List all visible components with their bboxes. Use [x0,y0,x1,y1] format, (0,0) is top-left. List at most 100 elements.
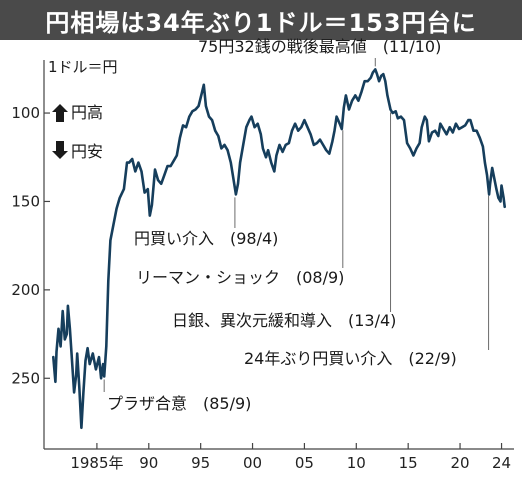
annotation-label: 75円32銭の戦後最高値 (11/10) [198,37,441,56]
arrow-up-icon [52,104,68,122]
data-point [100,377,102,380]
data-point [461,126,464,129]
data-point [442,128,445,130]
data-point [185,126,188,129]
data-point [338,122,341,125]
data-point [229,161,232,164]
data-point [291,129,293,132]
data-point [369,76,372,79]
data-point [160,182,163,185]
data-point [126,161,128,164]
data-point [315,142,318,145]
data-point [331,140,334,143]
data-point [415,147,418,150]
data-point [57,327,60,330]
data-point [478,136,481,139]
x-tick-label: 1985年 [70,454,123,472]
data-point [137,161,140,164]
data-point [363,80,366,83]
data-point [300,126,303,129]
data-point [191,110,194,113]
data-point [265,156,267,159]
data-point [94,368,97,371]
data-point [475,129,478,132]
x-tick-label: 00 [243,454,262,472]
data-point [384,80,387,83]
legend-label-up: 円高 [71,103,103,122]
data-point [469,119,472,122]
data-point [220,147,223,150]
data-point [175,154,178,157]
data-point [425,119,428,122]
data-point [80,426,83,429]
data-point [294,122,296,125]
data-point [423,115,426,118]
data-point [78,386,81,389]
data-point [140,170,143,173]
data-point [202,83,205,86]
data-point [103,375,106,378]
x-tick-label: 05 [295,454,314,472]
data-point [71,359,73,362]
data-point [495,188,498,190]
data-point [345,94,347,97]
data-point [403,119,405,122]
x-tick-label: 10 [347,454,366,472]
data-point [418,142,421,145]
data-point [148,214,151,217]
legend-item-down: 円安 [52,141,103,161]
data-point [380,75,383,77]
annotation-label: 日銀、異次元緩和導入 (13/4) [172,311,396,330]
data-point [378,80,381,83]
y-ticks: 100 150 200 250 [11,104,50,387]
data-point [197,105,200,107]
data-point [237,182,239,185]
data-point [281,151,284,153]
data-point [502,197,505,199]
annotation-label: 24年ぶり円買い介入 (22/9) [244,349,457,368]
data-point [76,352,79,355]
data-point [270,161,273,164]
data-point [431,131,433,134]
data-point [491,166,494,169]
data-point [194,108,197,111]
data-point [409,147,412,150]
x-tick-label: 20 [451,454,470,472]
data-point [146,188,149,190]
data-point [303,119,306,122]
annotation-lines [103,58,490,392]
data-point [200,92,203,95]
data-point [66,304,69,307]
data-point [253,126,256,129]
data-point [75,373,78,376]
data-point [179,136,181,139]
y-tick-label: 150 [11,192,40,210]
data-point [493,177,496,180]
data-point [400,115,402,118]
legend-label-down: 円安 [71,142,103,161]
arrow-down-icon [52,141,68,159]
data-point [211,119,213,122]
data-point [458,128,460,130]
data-point [245,126,248,129]
data-point [115,207,118,210]
data-point [448,126,451,129]
data-point [166,165,169,167]
x-tick-label: 15 [399,454,418,472]
data-point [267,149,270,152]
data-point [112,223,115,226]
data-point [351,99,354,102]
data-point [499,200,502,203]
data-point [391,112,394,114]
data-point [84,359,87,362]
data-point [439,122,442,125]
data-point [262,147,264,150]
data-point [376,73,378,76]
data-point [467,119,470,122]
y-tick-label: 100 [11,104,40,122]
data-point [107,280,110,282]
data-point [273,170,276,173]
data-point [335,115,338,118]
